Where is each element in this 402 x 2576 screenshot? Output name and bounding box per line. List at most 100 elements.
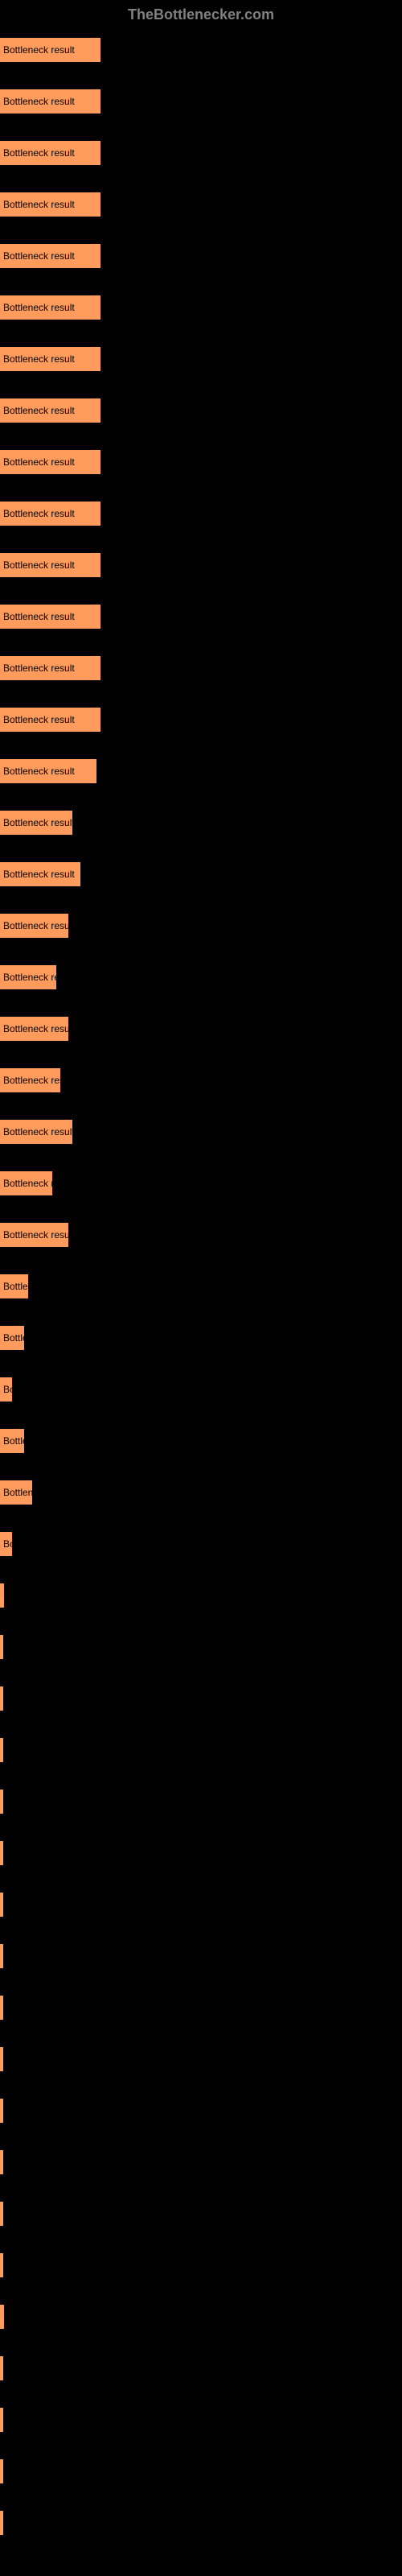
bar-label: Bottleneck result bbox=[3, 1229, 68, 1241]
bar-row: Bottleneck result bbox=[0, 89, 402, 114]
bar-row: Bottleneck result bbox=[0, 811, 402, 835]
bar: Bottleneck result bbox=[0, 141, 100, 165]
bar-label: Bottleneck result bbox=[3, 972, 56, 983]
bar-label: Bottleneck result bbox=[3, 147, 75, 159]
bar: Bottleneck result bbox=[0, 38, 100, 62]
bar-row: Bottleneck result bbox=[0, 1377, 402, 1402]
bar: Bottleneck result bbox=[0, 1841, 3, 1865]
bar: Bottleneck result bbox=[0, 1274, 28, 1298]
bar: Bottleneck result bbox=[0, 2047, 3, 2071]
bar-row: Bottleneck result bbox=[0, 1583, 402, 1608]
bar-row: Bottleneck result bbox=[0, 2459, 402, 2483]
bar-row: Bottleneck result bbox=[0, 708, 402, 732]
bar: Bottleneck result bbox=[0, 1171, 52, 1195]
bar: Bottleneck result bbox=[0, 2356, 3, 2380]
bar: Bottleneck result bbox=[0, 2202, 3, 2226]
bar-label: Bottleneck result bbox=[3, 405, 75, 416]
bar: Bottleneck result bbox=[0, 1377, 12, 1402]
bar: Bottleneck result bbox=[0, 1686, 3, 1711]
bar-row: Bottleneck result bbox=[0, 2047, 402, 2071]
bar: Bottleneck result bbox=[0, 244, 100, 268]
bar-label: Bottleneck result bbox=[3, 1435, 24, 1447]
bar: Bottleneck result bbox=[0, 1017, 68, 1041]
bar-label: Bottleneck result bbox=[3, 663, 75, 674]
bar-row: Bottleneck result bbox=[0, 1944, 402, 1968]
bar-row: Bottleneck result bbox=[0, 1326, 402, 1350]
bar-label: Bottleneck result bbox=[3, 302, 75, 313]
bar-row: Bottleneck result bbox=[0, 2408, 402, 2432]
header-title: TheBottlenecker.com bbox=[0, 0, 402, 30]
bar-label: Bottleneck result bbox=[3, 353, 75, 365]
bar: Bottleneck result bbox=[0, 2511, 3, 2535]
bar-row: Bottleneck result bbox=[0, 1790, 402, 1814]
bar: Bottleneck result bbox=[0, 295, 100, 320]
bar: Bottleneck result bbox=[0, 1583, 4, 1608]
bar-label: Bottleneck result bbox=[3, 1023, 68, 1034]
bar-row: Bottleneck result bbox=[0, 1532, 402, 1556]
bar-row: Bottleneck result bbox=[0, 759, 402, 783]
bar-label: Bottleneck result bbox=[3, 766, 75, 777]
bar: Bottleneck result bbox=[0, 502, 100, 526]
bar: Bottleneck result bbox=[0, 1068, 60, 1092]
bar-label: Bottleneck result bbox=[3, 1487, 32, 1498]
bar-label: Bottleneck result bbox=[3, 250, 75, 262]
bar: Bottleneck result bbox=[0, 605, 100, 629]
bar-row: Bottleneck result bbox=[0, 1274, 402, 1298]
bar-label: Bottleneck result bbox=[3, 2311, 4, 2322]
bar-row: Bottleneck result bbox=[0, 1429, 402, 1453]
bar-label: Bottleneck result bbox=[3, 199, 75, 210]
bar: Bottleneck result bbox=[0, 656, 100, 680]
bar-row: Bottleneck result bbox=[0, 141, 402, 165]
bar-row: Bottleneck result bbox=[0, 2305, 402, 2329]
bar: Bottleneck result bbox=[0, 1738, 3, 1762]
bar-label: Bottleneck result bbox=[3, 559, 75, 571]
bar: Bottleneck result bbox=[0, 2253, 3, 2277]
bar-row: Bottleneck result bbox=[0, 2099, 402, 2123]
bar-label: Bottleneck result bbox=[3, 44, 75, 56]
bar: Bottleneck result bbox=[0, 1120, 72, 1144]
bar-label: Bottleneck result bbox=[3, 456, 75, 468]
bar-label: Bottleneck result bbox=[3, 869, 75, 880]
bar-label: Bottleneck result bbox=[3, 1332, 24, 1344]
bar-row: Bottleneck result bbox=[0, 1686, 402, 1711]
bar: Bottleneck result bbox=[0, 965, 56, 989]
bar: Bottleneck result bbox=[0, 708, 100, 732]
bar: Bottleneck result bbox=[0, 1429, 24, 1453]
bar-label: Bottleneck result bbox=[3, 508, 75, 519]
bar: Bottleneck result bbox=[0, 1893, 3, 1917]
bar-row: Bottleneck result bbox=[0, 605, 402, 629]
bar-row: Bottleneck result bbox=[0, 965, 402, 989]
bar: Bottleneck result bbox=[0, 2099, 3, 2123]
bar-label: Bottleneck result bbox=[3, 96, 75, 107]
bar: Bottleneck result bbox=[0, 759, 96, 783]
bar-row: Bottleneck result bbox=[0, 450, 402, 474]
bar: Bottleneck result bbox=[0, 914, 68, 938]
bar-label: Bottleneck result bbox=[3, 1281, 28, 1292]
bar-row: Bottleneck result bbox=[0, 38, 402, 62]
bar-row: Bottleneck result bbox=[0, 295, 402, 320]
bar-row: Bottleneck result bbox=[0, 2253, 402, 2277]
bar: Bottleneck result bbox=[0, 1944, 3, 1968]
bar-label: Bottleneck result bbox=[3, 1538, 12, 1550]
bar-row: Bottleneck result bbox=[0, 502, 402, 526]
bar-row: Bottleneck result bbox=[0, 1893, 402, 1917]
bar-row: Bottleneck result bbox=[0, 1068, 402, 1092]
bar: Bottleneck result bbox=[0, 811, 72, 835]
bar-row: Bottleneck result bbox=[0, 656, 402, 680]
bar-row: Bottleneck result bbox=[0, 1738, 402, 1762]
bar-row: Bottleneck result bbox=[0, 347, 402, 371]
bar-label: Bottleneck result bbox=[3, 1590, 4, 1601]
bar-row: Bottleneck result bbox=[0, 1171, 402, 1195]
bar-label: Bottleneck result bbox=[3, 1075, 60, 1086]
bar: Bottleneck result bbox=[0, 347, 100, 371]
bar-row: Bottleneck result bbox=[0, 192, 402, 217]
bar: Bottleneck result bbox=[0, 862, 80, 886]
bar: Bottleneck result bbox=[0, 1532, 12, 1556]
bar-label: Bottleneck result bbox=[3, 1178, 52, 1189]
bar-label: Bottleneck result bbox=[3, 611, 75, 622]
bar-label: Bottleneck result bbox=[3, 920, 68, 931]
bar: Bottleneck result bbox=[0, 1480, 32, 1505]
bar: Bottleneck result bbox=[0, 450, 100, 474]
bar-row: Bottleneck result bbox=[0, 1635, 402, 1659]
bar-row: Bottleneck result bbox=[0, 1996, 402, 2020]
